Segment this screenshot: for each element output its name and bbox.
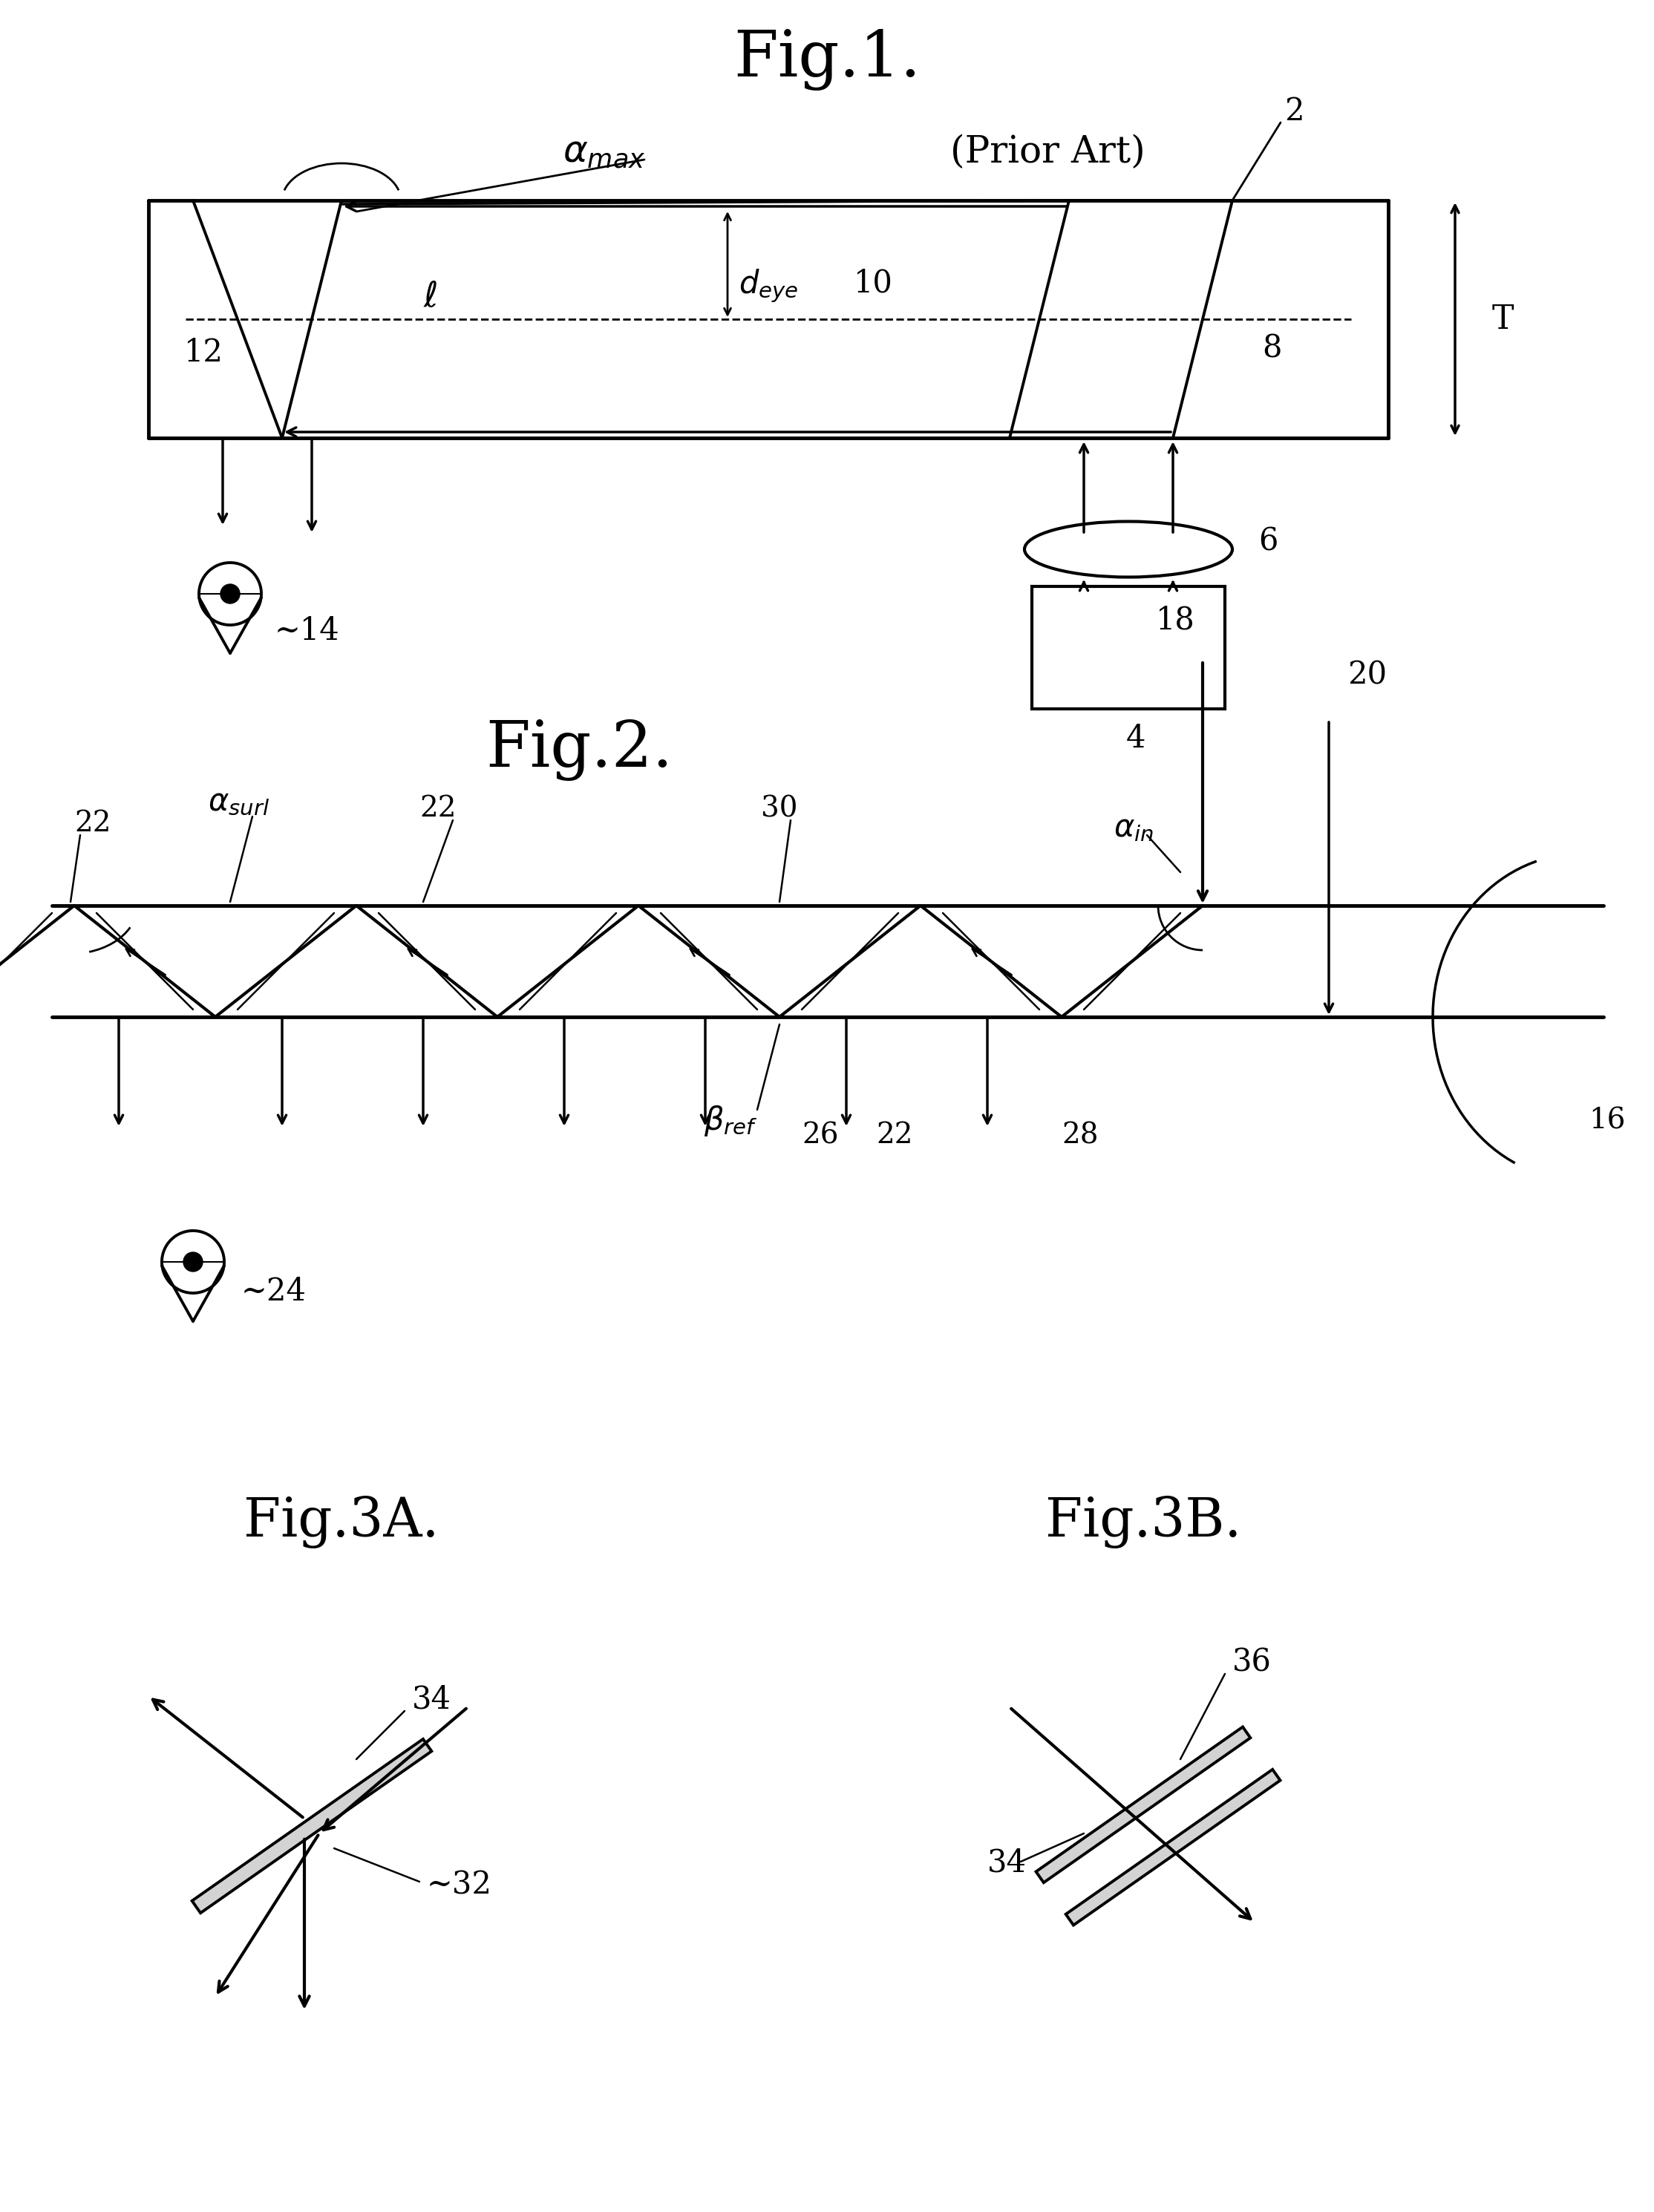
Text: $\beta_{ref}$: $\beta_{ref}$ [703,1104,758,1137]
Text: 36: 36 [1232,1648,1272,1679]
Text: 22: 22 [420,796,457,823]
Text: $d_{eye}$: $d_{eye}$ [739,268,799,305]
Text: 22: 22 [74,810,111,838]
Text: 10: 10 [853,268,893,299]
Text: T: T [1492,303,1513,336]
Text: ~24: ~24 [241,1276,306,1307]
Circle shape [184,1252,203,1272]
Text: 34: 34 [987,1847,1027,1878]
Text: 18: 18 [1156,604,1196,635]
Polygon shape [1065,1770,1280,1924]
Text: 28: 28 [1062,1121,1098,1150]
Text: 16: 16 [1589,1108,1626,1135]
Text: 34: 34 [412,1683,452,1717]
Text: (Prior Art): (Prior Art) [951,133,1145,170]
Text: ~32: ~32 [427,1869,493,1900]
Text: $\alpha_{max}$: $\alpha_{max}$ [562,133,645,170]
Text: 30: 30 [761,796,797,823]
Text: 6: 6 [1259,526,1279,557]
Text: Fig.3A.: Fig.3A. [243,1495,440,1548]
Text: 26: 26 [802,1121,839,1150]
Bar [1032,586,1226,708]
Text: $\alpha_{in}$: $\alpha_{in}$ [1113,812,1153,843]
Text: Fig.3B.: Fig.3B. [1045,1495,1242,1548]
Text: ~14: ~14 [275,615,339,646]
Text: Fig.1.: Fig.1. [733,29,921,91]
Text: $\ell$: $\ell$ [423,281,438,314]
Text: 20: 20 [1348,659,1386,690]
Text: 8: 8 [1262,334,1282,365]
Polygon shape [192,1739,432,1913]
Text: 2: 2 [1284,95,1303,126]
Text: 12: 12 [184,336,223,367]
Circle shape [220,584,240,604]
Text: Fig.2.: Fig.2. [486,719,673,781]
Text: 4: 4 [1126,723,1146,754]
Polygon shape [1035,1728,1250,1882]
Text: 22: 22 [877,1121,913,1150]
Text: $\alpha_{surl}$: $\alpha_{surl}$ [208,785,270,816]
